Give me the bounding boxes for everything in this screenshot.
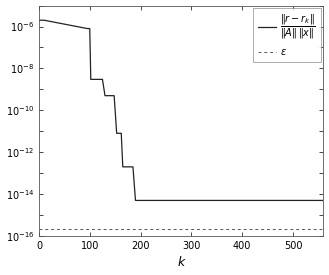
Legend: $\dfrac{\|r - r_k\|}{\|A\|\,\|x\|}$, $\epsilon$: $\dfrac{\|r - r_k\|}{\|A\|\,\|x\|}$, $\e…	[253, 9, 320, 62]
X-axis label: k: k	[178, 257, 185, 269]
